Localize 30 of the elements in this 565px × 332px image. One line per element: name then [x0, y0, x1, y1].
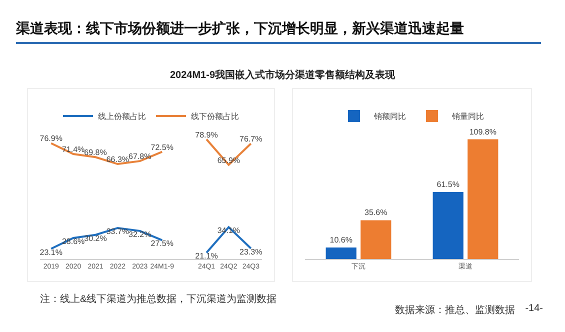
data-label: 72.5% — [150, 142, 174, 152]
text: 2024M1-9我国嵌入式市场分渠道零售额结构及表现 — [168, 68, 396, 82]
bar — [360, 220, 392, 259]
legend-label: 线下份额占比 — [191, 112, 239, 122]
legend-label: 销量同比 — [451, 112, 484, 122]
data-label: 27.5% — [150, 239, 174, 248]
data-label: 32.2% — [128, 230, 152, 239]
data-label: 76.7% — [240, 134, 262, 144]
text: -14- — [525, 303, 543, 314]
data-label: 69.8% — [84, 148, 107, 158]
data-label: 35.6% — [364, 208, 388, 218]
data-label: 76.9% — [40, 134, 62, 144]
data-label: 30.2% — [84, 234, 107, 243]
data-label: 109.8% — [469, 127, 496, 136]
data-label: 21.1% — [195, 252, 218, 261]
legend-label: 销额同比 — [373, 112, 406, 122]
data-label: 78.9% — [195, 130, 218, 140]
bar — [326, 247, 356, 259]
bar — [468, 139, 498, 259]
bar — [432, 192, 464, 259]
chart-title: 渠道表现：线下市场份额进一步扩张，下沉增长明显，新兴渠道迅速起量 — [16, 20, 541, 44]
legend-label: 线上份额占比 — [98, 112, 146, 122]
data-label: 61.5% — [436, 180, 460, 189]
data-label: 23.1% — [40, 248, 62, 257]
data-label: 67.8% — [128, 152, 152, 162]
source-note: 数据来源：推总、监测数据 — [395, 304, 515, 317]
text: 注：线上&线下渠道为推总数据，下沉渠道为监测数据 — [40, 292, 277, 306]
data-label: 10.6% — [330, 235, 352, 244]
data-label: 23.3% — [240, 247, 262, 256]
data-label: 66.3% — [106, 155, 130, 164]
